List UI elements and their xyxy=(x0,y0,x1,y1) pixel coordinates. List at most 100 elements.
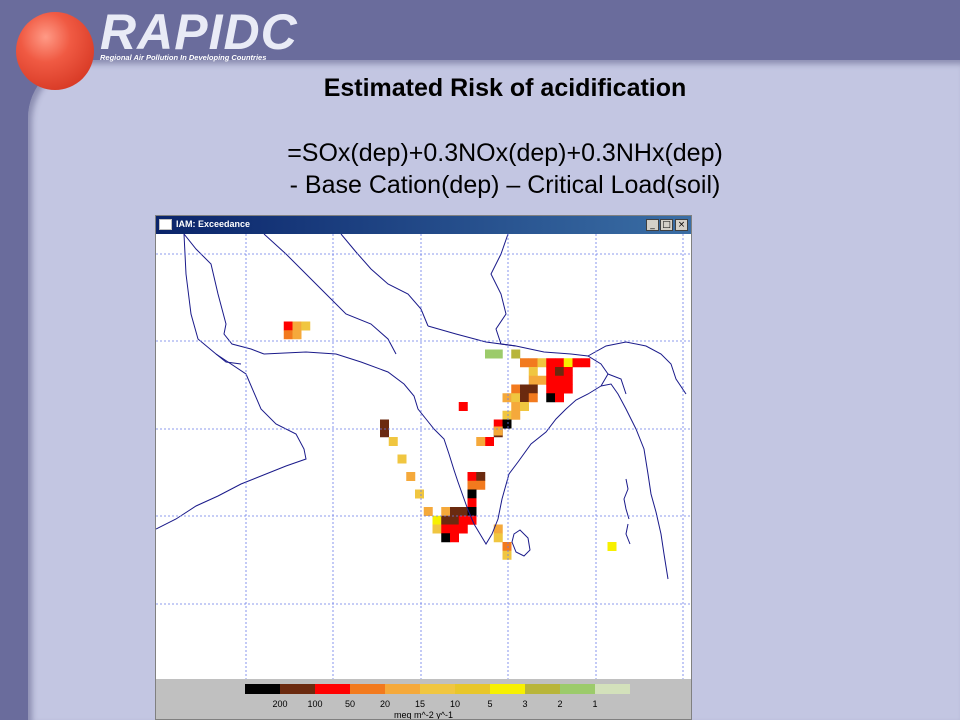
exceedance-cell xyxy=(555,358,564,368)
window-titlebar[interactable]: IAM: Exceedance _ □ × xyxy=(156,216,691,234)
exceedance-cell xyxy=(493,533,503,543)
legend-swatch xyxy=(385,684,420,694)
app-window-icon xyxy=(159,219,172,230)
exceedance-cell xyxy=(528,384,538,394)
logo-wordmark: RAPIDC xyxy=(100,4,298,60)
exceedance-cell xyxy=(432,515,442,525)
exceedance-cell xyxy=(511,410,521,420)
exceedance-cell xyxy=(406,472,416,481)
exceedance-cell xyxy=(520,402,529,411)
exceedance-cell xyxy=(502,542,512,551)
legend-swatch xyxy=(245,684,280,694)
map-canvas xyxy=(156,233,691,679)
exceedance-cell xyxy=(563,384,573,394)
exceedance-cell xyxy=(546,358,556,368)
exceedance-cell xyxy=(450,533,459,543)
legend-units: meq m^-2 y^-1 xyxy=(394,710,453,720)
exceedance-cell xyxy=(432,524,442,534)
formula-line-1: =SOx(dep)+0.3NOx(dep)+0.3NHx(dep) xyxy=(287,139,723,167)
exceedance-cell xyxy=(493,349,503,359)
exceedance-cell xyxy=(458,515,468,525)
exceedance-cell xyxy=(607,542,617,551)
exceedance-cell xyxy=(528,358,538,368)
exceedance-cell xyxy=(555,384,564,394)
exceedance-cell xyxy=(485,437,494,446)
exceedance-cell xyxy=(423,507,433,516)
exceedance-cell xyxy=(450,515,459,525)
slide-title: Estimated Risk of acidification xyxy=(323,74,687,102)
legend-tick-label: 50 xyxy=(344,699,355,709)
exceedance-cell xyxy=(476,480,486,490)
exceedance-cell xyxy=(546,393,556,403)
exceedance-cell xyxy=(467,480,477,490)
exceedance-cell xyxy=(511,393,521,403)
exceedance-cell xyxy=(520,384,529,394)
exceedance-cell xyxy=(467,489,477,499)
exceedance-cell xyxy=(555,393,564,403)
exceedance-cell xyxy=(301,321,311,331)
exceedance-cell xyxy=(581,358,591,368)
exceedance-cell xyxy=(380,419,389,429)
exceedance-cell xyxy=(572,358,582,368)
legend-swatch xyxy=(315,684,350,694)
exceedance-cell xyxy=(292,330,302,340)
exceedance-cell xyxy=(502,550,512,560)
exceedance-cell xyxy=(563,367,573,376)
legend-tick-label: 2 xyxy=(557,699,563,709)
exceedance-cell xyxy=(458,524,468,534)
exceedance-cell xyxy=(283,321,293,331)
exceedance-cell xyxy=(555,367,564,376)
minimize-button[interactable]: _ xyxy=(646,219,659,231)
exceedance-cell xyxy=(528,393,538,403)
exceedance-cell xyxy=(493,524,503,534)
maximize-button[interactable]: □ xyxy=(660,219,673,231)
exceedance-cell xyxy=(397,454,407,464)
exceedance-cell xyxy=(493,426,503,436)
legend-swatch xyxy=(595,684,630,694)
exceedance-cell xyxy=(458,507,468,516)
exceedance-cell xyxy=(546,375,556,385)
window-title: IAM: Exceedance xyxy=(176,219,251,229)
lat-lon-grid xyxy=(156,234,691,679)
exceedance-cell xyxy=(450,524,459,534)
legend-swatch xyxy=(560,684,595,694)
formula-line-2: - Base Cation(dep) – Critical Load(soil) xyxy=(289,171,721,199)
exceedance-cell xyxy=(458,402,468,411)
exceedance-cell xyxy=(441,507,451,516)
exceedance-cells xyxy=(283,321,617,560)
exceedance-cell xyxy=(380,428,389,438)
exceedance-cell xyxy=(511,349,521,359)
exceedance-map xyxy=(156,233,691,679)
legend-swatch xyxy=(490,684,525,694)
legend-tick-label: 100 xyxy=(307,699,323,709)
legend-tick-label: 20 xyxy=(379,699,390,709)
exceedance-cell xyxy=(467,472,477,481)
legend-tick-label: 200 xyxy=(272,699,288,709)
close-button[interactable]: × xyxy=(675,219,688,231)
exceedance-cell xyxy=(441,515,451,525)
exceedance-cell xyxy=(563,375,573,385)
exceedance-cell xyxy=(511,402,521,411)
coastline-outlines xyxy=(156,233,687,580)
exceedance-cell xyxy=(415,489,424,499)
exceedance-cell xyxy=(537,358,547,368)
legend-swatch xyxy=(420,684,455,694)
exceedance-cell xyxy=(555,375,564,385)
exceedance-cell xyxy=(537,375,547,385)
exceedance-cell xyxy=(511,384,521,394)
exceedance-cell xyxy=(502,419,512,429)
exceedance-cell xyxy=(520,393,529,403)
legend-tick-label: 15 xyxy=(414,699,425,709)
legend-tick-label: 5 xyxy=(487,699,493,709)
exceedance-cell xyxy=(450,507,459,516)
exceedance-cell xyxy=(485,349,494,359)
exceedance-cell xyxy=(563,358,573,368)
exceedance-cell xyxy=(546,384,556,394)
exceedance-cell xyxy=(502,410,512,420)
legend-tick-label: 1 xyxy=(592,699,598,709)
logo-tagline: Regional Air Pollution In Developing Cou… xyxy=(100,53,267,62)
legend-swatch xyxy=(455,684,490,694)
exceedance-cell xyxy=(528,367,538,376)
legend-swatch xyxy=(350,684,385,694)
exceedance-cell xyxy=(476,437,486,446)
